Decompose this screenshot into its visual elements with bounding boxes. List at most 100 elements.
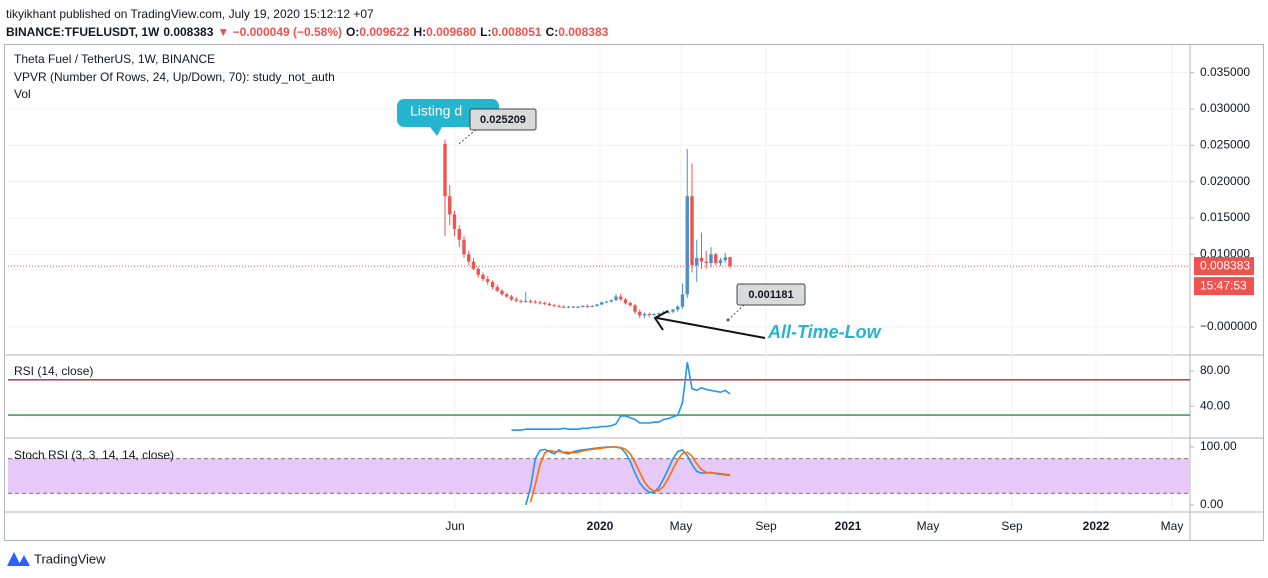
quote-part: 0.008051 bbox=[491, 25, 542, 39]
low-pointer bbox=[727, 303, 746, 321]
low-label: 0.001181 bbox=[748, 289, 793, 301]
callout-text: Listing d bbox=[410, 103, 462, 119]
candle-body bbox=[481, 274, 485, 280]
quote-part: ▼ −0.000049 (−0.58%) bbox=[217, 25, 343, 39]
candle-body bbox=[728, 257, 732, 267]
candle-body bbox=[695, 257, 699, 266]
low-note: All-Time-Low bbox=[767, 322, 882, 342]
x-tick-label: 2020 bbox=[587, 519, 614, 533]
candle-body bbox=[671, 309, 675, 312]
quote-part: 0.009680 bbox=[426, 25, 477, 39]
x-tick-label: Sep bbox=[1001, 519, 1023, 533]
y-tick-label: 0.010000 bbox=[1200, 247, 1250, 261]
stoch-line bbox=[529, 446, 731, 503]
candle-body bbox=[709, 254, 713, 264]
y-tick-label: 0.020000 bbox=[1200, 174, 1250, 188]
byline: tikyikhant published on TradingView.com,… bbox=[6, 7, 374, 21]
pane-title: Theta Fuel / TetherUS, 1W, BINANCE bbox=[14, 52, 215, 66]
candle-body bbox=[676, 306, 680, 310]
candle-body bbox=[562, 306, 566, 308]
pane-subtitle: VPVR (Number Of Rows, 24, Up/Down, 70): … bbox=[14, 70, 335, 84]
pane-subtitle: Vol bbox=[14, 87, 31, 101]
x-tick-label: May bbox=[917, 519, 940, 533]
header: tikyikhant published on TradingView.com,… bbox=[6, 5, 612, 41]
y-tick-label: 40.00 bbox=[1200, 398, 1230, 412]
candle-body bbox=[585, 305, 590, 307]
candle-body bbox=[495, 287, 499, 291]
candle-body bbox=[623, 299, 628, 304]
quote: BINANCE:TFUELUSDT, 1W 0.008383 ▼ −0.000049… bbox=[6, 23, 612, 41]
logo-mark bbox=[7, 552, 30, 566]
x-tick-label: Jun bbox=[445, 519, 464, 533]
candle-body bbox=[490, 281, 495, 288]
stoch-line bbox=[525, 446, 731, 506]
last-price-box bbox=[1194, 257, 1254, 276]
brand: TradingView bbox=[34, 551, 106, 566]
candle-body bbox=[524, 300, 528, 302]
candle-body bbox=[609, 300, 613, 302]
last-price-label: 0.008383 bbox=[1200, 258, 1250, 272]
candle-body bbox=[448, 196, 452, 215]
candle-body bbox=[685, 196, 689, 295]
x-tick-label: 2021 bbox=[835, 519, 862, 533]
candle-body bbox=[467, 254, 471, 262]
candle-body bbox=[462, 239, 466, 255]
candle-body bbox=[543, 303, 547, 305]
quote-part: O: bbox=[346, 25, 360, 39]
y-tick-label: 80.00 bbox=[1200, 363, 1230, 377]
y-tick-label: 0.015000 bbox=[1200, 210, 1250, 224]
candle-body bbox=[452, 214, 457, 229]
quote-part: H: bbox=[413, 25, 427, 39]
candle-body bbox=[600, 302, 604, 305]
y-tick-label: 0.035000 bbox=[1200, 65, 1250, 79]
candle-body bbox=[528, 300, 533, 302]
candle-body bbox=[619, 296, 623, 300]
candle-body bbox=[614, 296, 618, 301]
quote-part: 0.008383 bbox=[558, 25, 609, 39]
high-box bbox=[469, 108, 537, 131]
arrow-head bbox=[653, 310, 669, 331]
x-tick-label: May bbox=[1161, 519, 1184, 533]
candle-body bbox=[576, 306, 580, 308]
quote-part: 0.009622 bbox=[359, 25, 410, 39]
candle-body bbox=[642, 313, 647, 316]
candle-body bbox=[699, 257, 704, 262]
y-tick-label: 0.025000 bbox=[1200, 137, 1250, 151]
pane-title: RSI (14, close) bbox=[14, 364, 93, 378]
candle-body bbox=[604, 301, 609, 303]
y-tick-label: 0.00 bbox=[1200, 497, 1224, 511]
countdown-box bbox=[1194, 277, 1254, 296]
candle-body bbox=[471, 261, 476, 269]
candle-body bbox=[657, 313, 661, 315]
candle-body bbox=[476, 268, 480, 275]
high-label: 0.025209 bbox=[480, 114, 526, 126]
candle-body bbox=[538, 302, 542, 304]
candle-body bbox=[566, 306, 571, 308]
x-tick-label: Sep bbox=[755, 519, 777, 533]
quote-part: L: bbox=[480, 25, 492, 39]
candle-body bbox=[581, 305, 585, 307]
level-band bbox=[8, 458, 1190, 494]
candle-body bbox=[552, 305, 556, 307]
candle-body bbox=[718, 260, 723, 264]
candle-body bbox=[680, 294, 685, 307]
candle-body bbox=[633, 305, 637, 312]
candle-body bbox=[533, 301, 537, 303]
candle-body bbox=[647, 313, 651, 315]
candle-body bbox=[590, 305, 594, 307]
quote-part: C: bbox=[545, 25, 559, 39]
candle-body bbox=[571, 306, 575, 308]
candle-body bbox=[690, 196, 694, 266]
rsi-line bbox=[511, 362, 731, 431]
candle-body bbox=[547, 303, 552, 306]
frame bbox=[4, 44, 1264, 541]
candle-body bbox=[509, 296, 514, 300]
candle-body bbox=[443, 143, 447, 197]
y-tick-label: 0.030000 bbox=[1200, 101, 1250, 115]
y-tick-label: −0.000000 bbox=[1200, 319, 1257, 333]
candle-body bbox=[486, 279, 490, 282]
y-tick-label: 100.00 bbox=[1200, 439, 1237, 453]
x-tick-label: May bbox=[670, 519, 693, 533]
